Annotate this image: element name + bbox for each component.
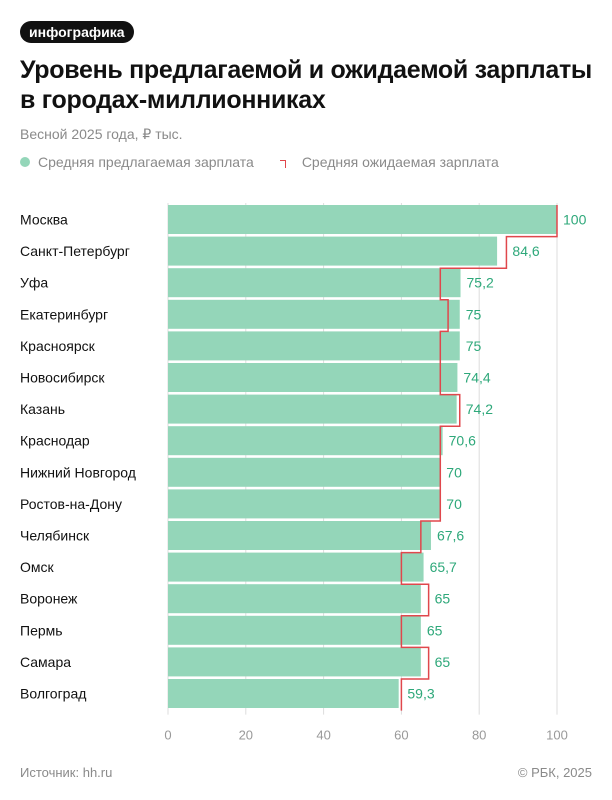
category-label: Воронеж [20, 591, 78, 607]
bar-offered [168, 521, 431, 550]
bar-offered [168, 679, 399, 708]
category-label: Нижний Новгород [20, 464, 136, 480]
bar-offered [168, 552, 424, 582]
legend-item-offered: Средняя предлагаемая зарплата [20, 154, 254, 170]
category-label: Ростов-на-Дону [20, 496, 122, 512]
source-note: Источник: hh.ru [20, 765, 113, 780]
expected-salary-line [400, 205, 558, 711]
bar-offered [168, 363, 458, 392]
value-label: 59,3 [407, 686, 434, 702]
x-tick-label: 0 [164, 728, 171, 743]
bar-offered [168, 489, 441, 519]
category-label: Екатеринбург [20, 306, 108, 322]
bar-offered [168, 268, 461, 298]
x-tick-label: 80 [472, 728, 486, 743]
bar-offered [168, 584, 421, 614]
bar-offered [168, 394, 457, 424]
value-label: 75,2 [467, 275, 494, 291]
value-label: 75 [466, 306, 482, 322]
bar-offered [168, 236, 498, 266]
value-label: 65 [427, 622, 443, 638]
category-label: Казань [20, 401, 65, 417]
value-label: 84,6 [512, 243, 539, 259]
category-label: Санкт-Петербург [20, 243, 130, 259]
legend: Средняя предлагаемая зарплата Средняя ож… [20, 152, 525, 172]
category-label: Самара [20, 654, 71, 670]
value-label: 100 [563, 212, 587, 228]
category-label: Уфа [20, 275, 48, 291]
category-label: Москва [20, 212, 68, 228]
chart-title: Уровень предлагаемой и ожидаемой зарплат… [20, 56, 592, 114]
copyright-note: © РБК, 2025 [517, 765, 592, 780]
value-label: 65 [435, 654, 451, 670]
value-label: 75 [466, 338, 482, 354]
value-label: 74,2 [466, 401, 493, 417]
legend-step-line-icon [279, 155, 294, 169]
category-label: Новосибирск [20, 370, 105, 386]
value-label: 70,6 [449, 433, 476, 449]
x-tick-label: 100 [546, 728, 568, 743]
value-label: 67,6 [437, 528, 464, 544]
legend-label-expected: Средняя ожидаемая зарплата [301, 154, 499, 170]
category-label: Пермь [20, 622, 63, 638]
value-label: 70 [446, 496, 462, 512]
bar-offered [168, 426, 443, 456]
bar-offered [168, 205, 557, 234]
category-label: Краснодар [20, 433, 90, 449]
chart-subtitle: Весной 2025 года, ₽ тыс. [20, 126, 183, 142]
value-label: 70 [446, 464, 462, 480]
legend-dot-icon [20, 157, 30, 167]
x-tick-label: 20 [239, 728, 253, 743]
bar-offered [168, 647, 421, 677]
bar-offered [168, 615, 421, 645]
bar-offered [168, 299, 460, 329]
value-label: 65,7 [430, 559, 457, 575]
value-label: 65 [435, 591, 451, 607]
legend-label-offered: Средняя предлагаемая зарплата [38, 154, 254, 170]
x-tick-label: 60 [394, 728, 408, 743]
category-label: Челябинск [20, 528, 90, 544]
infographic-badge: инфографика [20, 21, 134, 43]
value-label: 74,4 [463, 370, 490, 386]
x-tick-label: 40 [316, 728, 330, 743]
bar-offered [168, 331, 460, 361]
category-label: Волгоград [20, 686, 86, 702]
bar-offered [168, 457, 441, 487]
category-label: Омск [20, 559, 55, 575]
legend-item-expected: Средняя ожидаемая зарплата [279, 154, 499, 170]
category-label: Красноярск [20, 338, 96, 354]
